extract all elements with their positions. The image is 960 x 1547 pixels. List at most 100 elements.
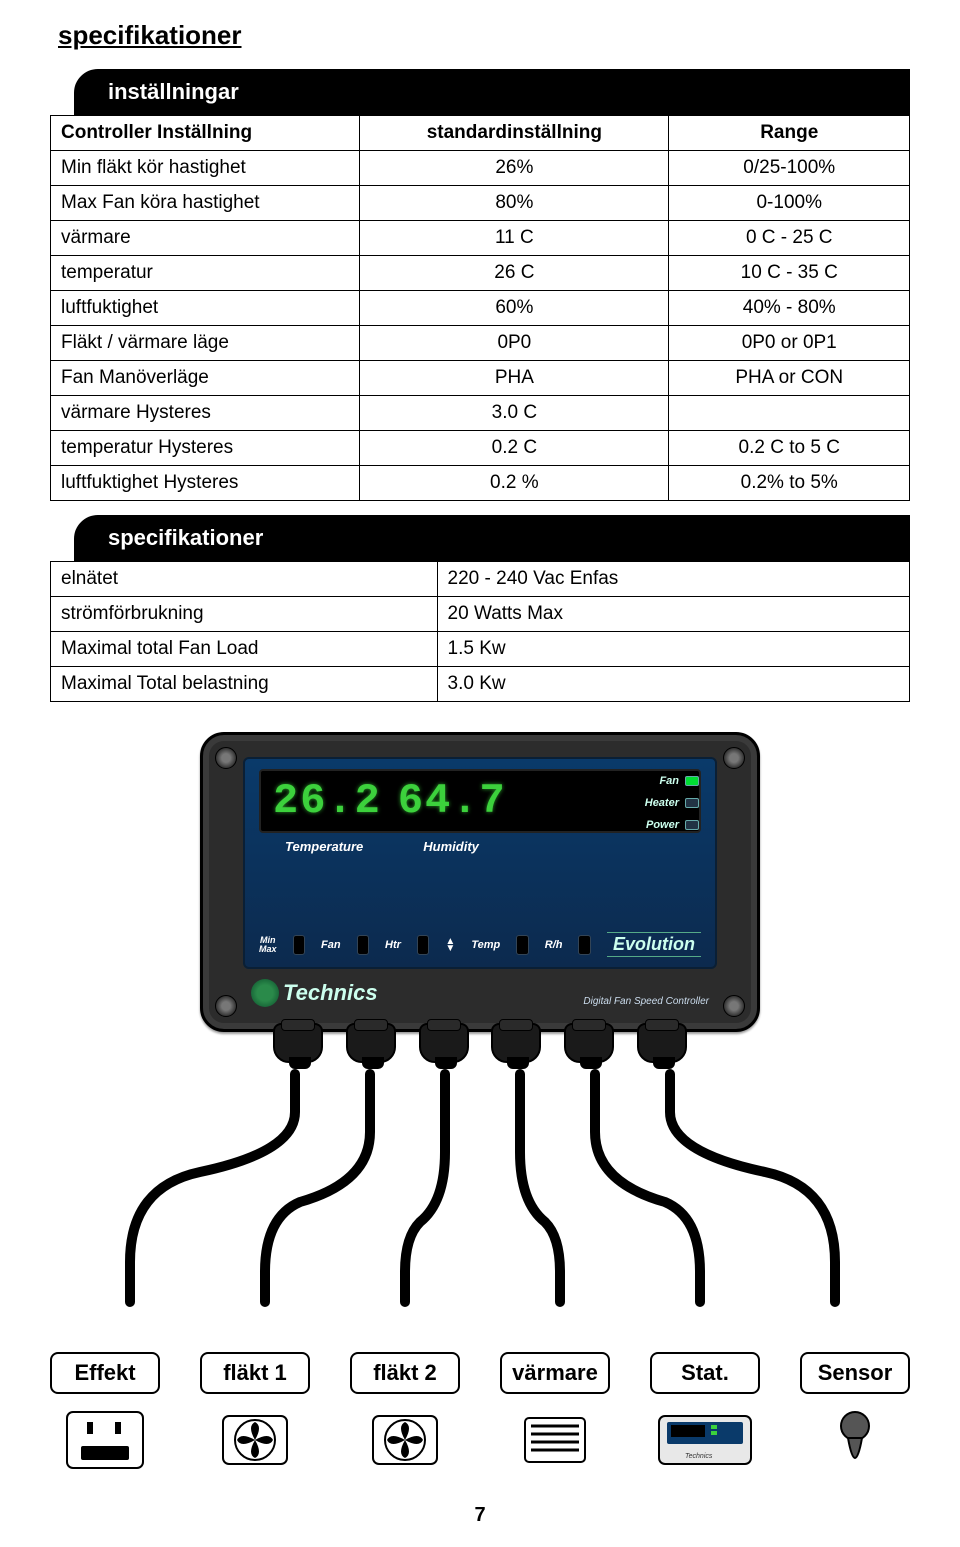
screw-icon — [215, 995, 237, 1017]
table-header-row: Controller Inställning standardinställni… — [51, 116, 910, 151]
cell: luftfuktighet — [51, 291, 360, 326]
table-row: värmare Hysteres3.0 C — [51, 396, 910, 431]
cell: PHA or CON — [669, 361, 910, 396]
rh-button[interactable] — [578, 935, 590, 955]
cell: 26 C — [360, 256, 669, 291]
cell: 0.2 C to 5 C — [669, 431, 910, 466]
cell: strömförbrukning — [51, 597, 438, 632]
output-label-flakt2: fläkt 2 — [350, 1352, 460, 1394]
device-sublabel: Digital Fan Speed Controller — [583, 996, 709, 1007]
minmax-button[interactable] — [293, 935, 305, 955]
cell: temperatur — [51, 256, 360, 291]
table-row: Min fläkt kör hastighet26%0/25-100% — [51, 151, 910, 186]
sensor-probe-icon — [800, 1410, 910, 1480]
cell — [669, 396, 910, 431]
page-number: 7 — [50, 1504, 910, 1527]
settings-table: Controller Inställning standardinställni… — [50, 115, 910, 501]
display-temperature: 26.2 — [273, 777, 382, 825]
gland-icon — [419, 1023, 469, 1063]
output-label-varmare: värmare — [500, 1352, 610, 1394]
table-row: Max Fan köra hastighet80%0-100% — [51, 186, 910, 221]
cell: 26% — [360, 151, 669, 186]
fan-button[interactable] — [357, 935, 369, 955]
btn-label-fan: Fan — [321, 939, 341, 951]
table-row: Fan ManöverlägePHAPHA or CON — [51, 361, 910, 396]
cell: Max Fan köra hastighet — [51, 186, 360, 221]
brand-text: Technics — [283, 980, 378, 1006]
cell: värmare Hysteres — [51, 396, 360, 431]
specs-table: elnätet220 - 240 Vac Enfasströmförbrukni… — [50, 561, 910, 702]
led-label-heater: Heater — [645, 797, 679, 809]
gland-icon — [346, 1023, 396, 1063]
output-label-flakt1: fläkt 1 — [200, 1352, 310, 1394]
display-labels: Temperature Humidity — [259, 839, 701, 854]
table-row: Maximal Total belastning3.0 Kw — [51, 667, 910, 702]
status-leds: Fan Heater Power — [645, 775, 699, 841]
table-row: strömförbrukning20 Watts Max — [51, 597, 910, 632]
device-panel: 26.2 64.7 Temperature Humidity Fan Heate… — [243, 757, 717, 969]
cell: 3.0 C — [360, 396, 669, 431]
output-labels-row: Effekt fläkt 1 fläkt 2 värmare Stat. Sen… — [50, 1352, 910, 1394]
led-heater-icon — [685, 798, 699, 808]
cell: 20 Watts Max — [437, 597, 909, 632]
button-row: MinMax Fan Htr ▲▼ Temp R/h Evolution — [259, 932, 701, 957]
btn-label-htr: Htr — [385, 939, 401, 951]
btn-label-minmax: MinMax — [259, 936, 277, 954]
brand-logo: Technics — [251, 979, 378, 1007]
gland-icon — [491, 1023, 541, 1063]
cell: 0.2% to 5% — [669, 466, 910, 501]
output-label-stat: Stat. — [650, 1352, 760, 1394]
cell: 40% - 80% — [669, 291, 910, 326]
led-label-power: Power — [646, 819, 679, 831]
cell: elnätet — [51, 562, 438, 597]
cell: 0.2 C — [360, 431, 669, 466]
btn-label-temp: Temp — [471, 939, 500, 951]
cell: 80% — [360, 186, 669, 221]
table-row: värmare11 C0 C - 25 C — [51, 221, 910, 256]
device-diagram: 26.2 64.7 Temperature Humidity Fan Heate… — [130, 732, 830, 1480]
gland-icon — [637, 1023, 687, 1063]
cell: 10 C - 35 C — [669, 256, 910, 291]
cell: luftfuktighet Hysteres — [51, 466, 360, 501]
cell: Maximal Total belastning — [51, 667, 438, 702]
page-title: specifikationer — [50, 20, 910, 51]
htr-button[interactable] — [417, 935, 429, 955]
cell: Min fläkt kör hastighet — [51, 151, 360, 186]
output-icons-row: Technics — [50, 1410, 910, 1480]
cable-glands — [273, 1023, 687, 1063]
cell: 0/25-100% — [669, 151, 910, 186]
cell: temperatur Hysteres — [51, 431, 360, 466]
cell: 0P0 or 0P1 — [669, 326, 910, 361]
cell: 3.0 Kw — [437, 667, 909, 702]
col-header: Controller Inställning — [51, 116, 360, 151]
display-humidity: 64.7 — [398, 777, 507, 825]
btn-label-rh: R/h — [545, 939, 563, 951]
cell: Fan Manöverläge — [51, 361, 360, 396]
cell: Maximal total Fan Load — [51, 632, 438, 667]
cell: Fläkt / värmare läge — [51, 326, 360, 361]
table-row: luftfuktighet Hysteres0.2 %0.2% to 5% — [51, 466, 910, 501]
evolution-label: Evolution — [607, 932, 701, 957]
heater-icon — [500, 1410, 610, 1470]
table-row: elnätet220 - 240 Vac Enfas — [51, 562, 910, 597]
gland-icon — [273, 1023, 323, 1063]
cell: 0.2 % — [360, 466, 669, 501]
led-power-icon — [685, 820, 699, 830]
svg-text:Technics: Technics — [685, 1453, 713, 1460]
cell: PHA — [360, 361, 669, 396]
temp-button[interactable] — [516, 935, 528, 955]
cell: värmare — [51, 221, 360, 256]
cell: 60% — [360, 291, 669, 326]
screw-icon — [723, 747, 745, 769]
cell: 0 C - 25 C — [669, 221, 910, 256]
fan-icon — [200, 1410, 310, 1470]
led-fan-icon — [685, 776, 699, 786]
arrows-icon: ▲▼ — [445, 938, 455, 952]
screw-icon — [215, 747, 237, 769]
table-row: temperatur Hysteres0.2 C0.2 C to 5 C — [51, 431, 910, 466]
label-humidity: Humidity — [423, 839, 479, 854]
cell: 1.5 Kw — [437, 632, 909, 667]
output-label-sensor: Sensor — [800, 1352, 910, 1394]
lcd-display: 26.2 64.7 — [259, 769, 701, 833]
screw-icon — [723, 995, 745, 1017]
